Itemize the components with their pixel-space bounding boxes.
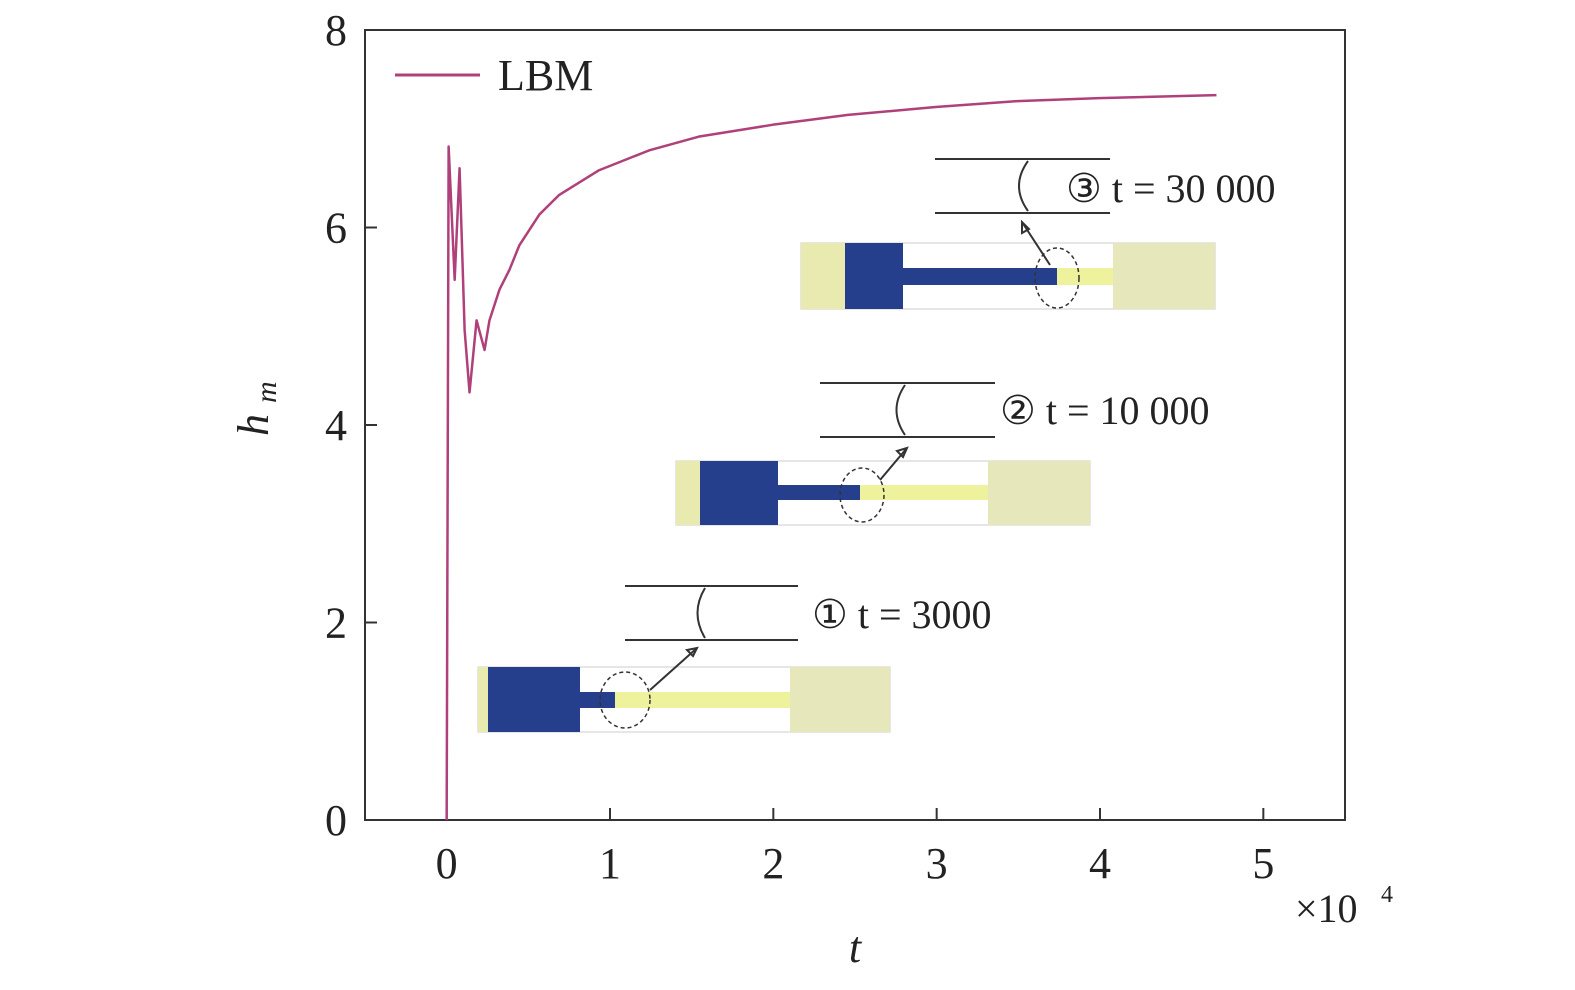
x-tick-label: 1 — [599, 839, 621, 888]
x-tick-label: 0 — [436, 839, 458, 888]
annotation: ② t = 10 000 — [1000, 388, 1210, 433]
inset-schematic — [675, 382, 1091, 526]
inset-schematic — [477, 585, 891, 733]
y-axis-label-group: h m — [229, 381, 283, 436]
inset-schematic — [800, 158, 1216, 310]
y-axis-label: h — [229, 414, 278, 436]
data-line — [445, 93, 1217, 821]
x-tick-label: 3 — [926, 839, 948, 888]
y-tick-label: 0 — [325, 796, 347, 845]
x-tick-label: 4 — [1089, 839, 1111, 888]
annotation: ① t = 3000 — [812, 592, 992, 637]
x-tick-label: 2 — [762, 839, 784, 888]
x-tick-label: 5 — [1252, 839, 1274, 888]
y-tick-label: 8 — [325, 6, 347, 55]
x-multiplier-exponent: 4 — [1381, 882, 1393, 908]
x-multiplier: ×10 — [1295, 886, 1358, 931]
x-axis-label: t — [849, 923, 863, 972]
y-axis-label-subscript: m — [250, 381, 283, 403]
y-tick-label: 4 — [325, 401, 347, 450]
legend-label: LBM — [498, 51, 593, 100]
annotation: ③ t = 30 000 — [1066, 166, 1276, 211]
y-tick-label: 2 — [325, 599, 347, 648]
y-tick-label: 6 — [325, 204, 347, 253]
